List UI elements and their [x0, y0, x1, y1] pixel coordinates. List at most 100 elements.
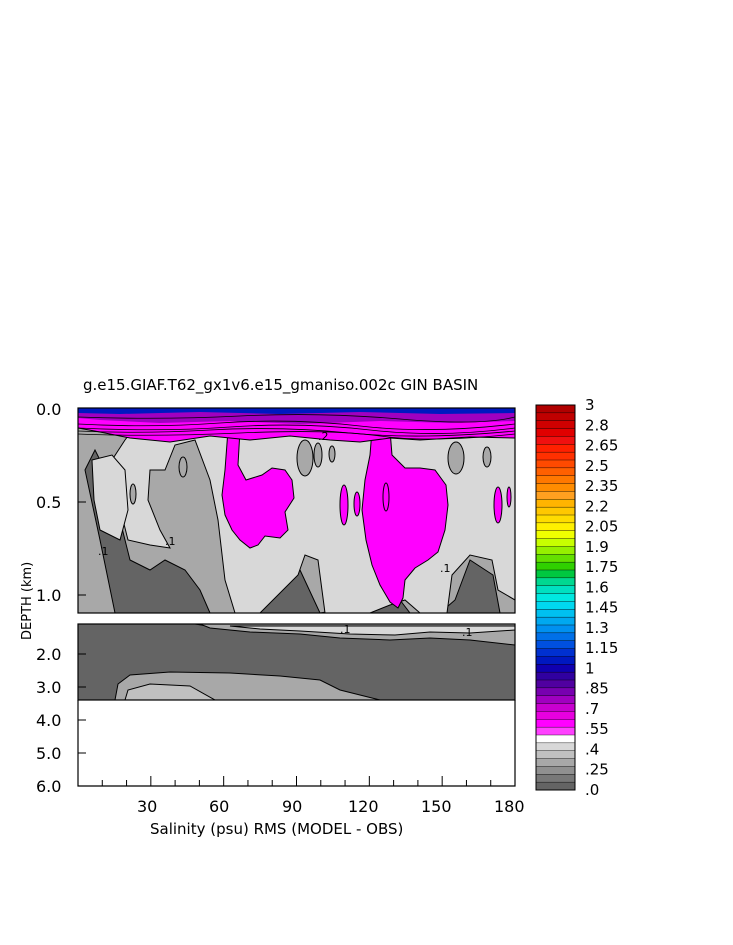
colorbar-labels: 3 2.8 2.65 2.5 2.35 2.2 2.05 1.9 1.75 1.6 1.45 1.3 1… — [585, 396, 618, 799]
colorbar-swatch — [535, 554, 576, 563]
colorbar-swatch — [535, 436, 576, 445]
colorbar-swatch — [535, 428, 576, 437]
colorbar-swatch — [535, 506, 576, 516]
colorbar-swatch — [535, 640, 576, 650]
contour-patch — [129, 483, 137, 505]
colorbar-label: 3 — [585, 396, 595, 414]
surface-contour-lines — [78, 414, 515, 440]
contour-label: .1 — [340, 623, 351, 636]
contour-patch — [482, 446, 492, 468]
colorbar-label: .4 — [585, 740, 599, 758]
colorbar-swatch — [535, 664, 576, 673]
contour-patch — [296, 439, 314, 477]
colorbar-swatch — [535, 624, 576, 634]
colorbar-swatch — [535, 601, 576, 610]
colorbar-swatch — [535, 758, 576, 767]
colorbar-swatch — [535, 632, 576, 642]
colorbar-swatch — [535, 412, 576, 422]
x-axis: 30 60 90 120 150 180 — [137, 797, 525, 816]
contour-fill-top-band-light-inner — [229, 625, 515, 636]
colorbar-label: 2.35 — [585, 477, 618, 495]
colorbar-swatch — [535, 687, 576, 697]
contour-lens-magenta — [506, 486, 512, 508]
upper-panel — [78, 408, 515, 613]
colorbar-swatch — [535, 522, 576, 532]
y-tick-label: 5.0 — [36, 744, 61, 763]
colorbar-swatch — [535, 711, 576, 720]
contour-label: .2 — [318, 430, 329, 443]
colorbar-swatch — [535, 538, 576, 547]
colorbar-label: 1.75 — [585, 558, 618, 576]
x-tick-label: 60 — [209, 797, 229, 816]
colorbar-swatch — [535, 679, 576, 689]
colorbar-swatch — [535, 459, 576, 469]
colorbar-label: 1 — [585, 659, 595, 677]
lower-panel-data-frame — [77, 623, 516, 701]
colorbar-label: 1.15 — [585, 639, 618, 657]
contour-label: .1 — [98, 545, 109, 558]
contour-lens-magenta — [353, 491, 361, 517]
chart-title: g.e15.GIAF.T62_gx1v6.e15_gmaniso.002c GI… — [83, 376, 478, 395]
colorbar-swatch — [535, 420, 576, 430]
colorbar-swatch — [535, 750, 576, 760]
colorbar-swatch — [535, 483, 576, 492]
colorbar-label: 2.05 — [585, 518, 618, 536]
contour-lens-magenta — [382, 482, 390, 512]
colorbar-label: 2.8 — [585, 416, 609, 434]
contour-label: .1 — [440, 562, 451, 575]
y-axis-upper: 0.0 0.5 1.0 — [36, 400, 61, 605]
colorbar-swatch — [535, 766, 576, 775]
contour-label: .1 — [462, 626, 473, 639]
contour-patch — [328, 445, 336, 463]
y-tick-label: 6.0 — [36, 777, 61, 796]
colorbar-label: 2.2 — [585, 497, 609, 515]
colorbar-label: .25 — [585, 761, 609, 779]
colorbar-swatch — [535, 774, 576, 783]
y-tick-label: 3.0 — [36, 678, 61, 697]
colorbar-label: 2.65 — [585, 437, 618, 455]
colorbar-swatch — [535, 726, 576, 736]
y-axis-lower: 2.0 3.0 4.0 5.0 6.0 — [36, 645, 61, 796]
colorbar-label: 1.6 — [585, 578, 609, 596]
contour-fill-left-pocket — [91, 454, 129, 541]
contour-lens-magenta — [493, 486, 503, 524]
x-tick-label: 30 — [137, 797, 157, 816]
contour-labels: .2 .1 .1 .1 .1 .1 — [98, 430, 473, 639]
x-tick-label: 150 — [421, 797, 452, 816]
colorbar-swatch — [535, 451, 576, 461]
x-axis-label: Salinity (psu) RMS (MODEL - OBS) — [150, 820, 403, 838]
colorbar-swatch — [535, 467, 576, 477]
colorbar-swatch — [535, 703, 576, 712]
colorbar-swatch — [535, 491, 576, 500]
y-tick-label: 0.5 — [36, 493, 61, 512]
colorbar-label: .85 — [585, 680, 609, 698]
colorbar-swatch — [535, 585, 576, 595]
colorbar-swatch — [535, 616, 576, 626]
lower-panel — [78, 624, 515, 700]
colorbar-label: .55 — [585, 720, 609, 738]
contour-fill-magenta-plume-left — [221, 429, 295, 549]
colorbar-frame — [535, 404, 576, 791]
colorbar-swatch — [535, 609, 576, 618]
colorbar-swatch — [535, 404, 576, 414]
x-tick-label: 180 — [494, 797, 525, 816]
contour-patch — [447, 441, 465, 475]
colorbar-swatch — [535, 561, 576, 571]
colorbar-swatch — [535, 742, 576, 752]
x-tick-label: 120 — [348, 797, 379, 816]
colorbar-swatch — [535, 530, 576, 540]
colorbar-swatch — [535, 577, 576, 587]
x-tick-label: 90 — [282, 797, 302, 816]
lower-panel-frame — [77, 700, 516, 787]
colorbar-swatch — [535, 656, 576, 665]
contour-patch — [313, 442, 323, 468]
colorbar-label: 1.9 — [585, 538, 609, 556]
colorbar-swatch — [535, 514, 576, 524]
contour-lens-magenta — [339, 484, 349, 526]
colorbar-swatch — [535, 719, 576, 728]
colorbar-swatch — [535, 648, 576, 657]
colorbar-swatch — [535, 593, 576, 602]
y-tick-label: 4.0 — [36, 711, 61, 730]
y-tick-label: 1.0 — [36, 586, 61, 605]
